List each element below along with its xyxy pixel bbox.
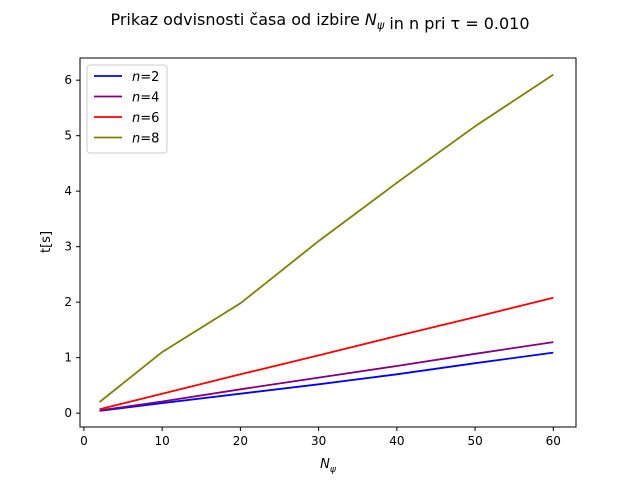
legend: n=2 n=4 n=6 n=8 (86, 64, 168, 154)
legend-box (86, 64, 168, 154)
x-tick-label: 30 (311, 434, 326, 448)
y-tick-label: 6 (64, 73, 72, 87)
x-tick-label: 40 (389, 434, 404, 448)
legend-label: n=4 (132, 91, 159, 106)
y-tick-label: 0 (64, 406, 72, 420)
plot-area: 0 10 20 30 40 50 60 0 1 2 3 4 5 6 (64, 57, 577, 448)
x-tick-label: 10 (155, 434, 170, 448)
y-tick-label: 5 (64, 129, 72, 143)
legend-label: n=2 (132, 70, 159, 85)
x-tick-label: 0 (80, 434, 88, 448)
series-line-n-2 (99, 351, 554, 412)
x-tick-label: 50 (467, 434, 482, 448)
legend-items: n=2 n=4 n=6 n=8 (94, 70, 159, 147)
series-line-n-4 (99, 341, 554, 412)
y-tick-label: 1 (64, 351, 72, 365)
y-tick-label: 2 (64, 295, 72, 309)
y-axis-ticks: 0 1 2 3 4 5 6 (64, 73, 80, 420)
series-group (99, 73, 554, 412)
legend-label: n=6 (132, 111, 159, 126)
series-line-n-8 (99, 73, 554, 403)
x-axis-title: Nψ (320, 457, 337, 475)
plot-frame (79, 57, 577, 428)
legend-label: n=8 (132, 132, 159, 147)
chart-title: Prikaz odvisnosti časa od izbire Nψ in n… (110, 10, 529, 33)
x-axis-ticks: 0 10 20 30 40 50 60 (80, 427, 561, 448)
x-tick-label: 60 (546, 434, 561, 448)
y-tick-label: 4 (64, 184, 72, 198)
y-tick-label: 3 (64, 240, 72, 254)
series-line-n-6 (99, 296, 554, 411)
y-axis-title: t[s] (39, 231, 54, 253)
x-tick-label: 20 (233, 434, 248, 448)
